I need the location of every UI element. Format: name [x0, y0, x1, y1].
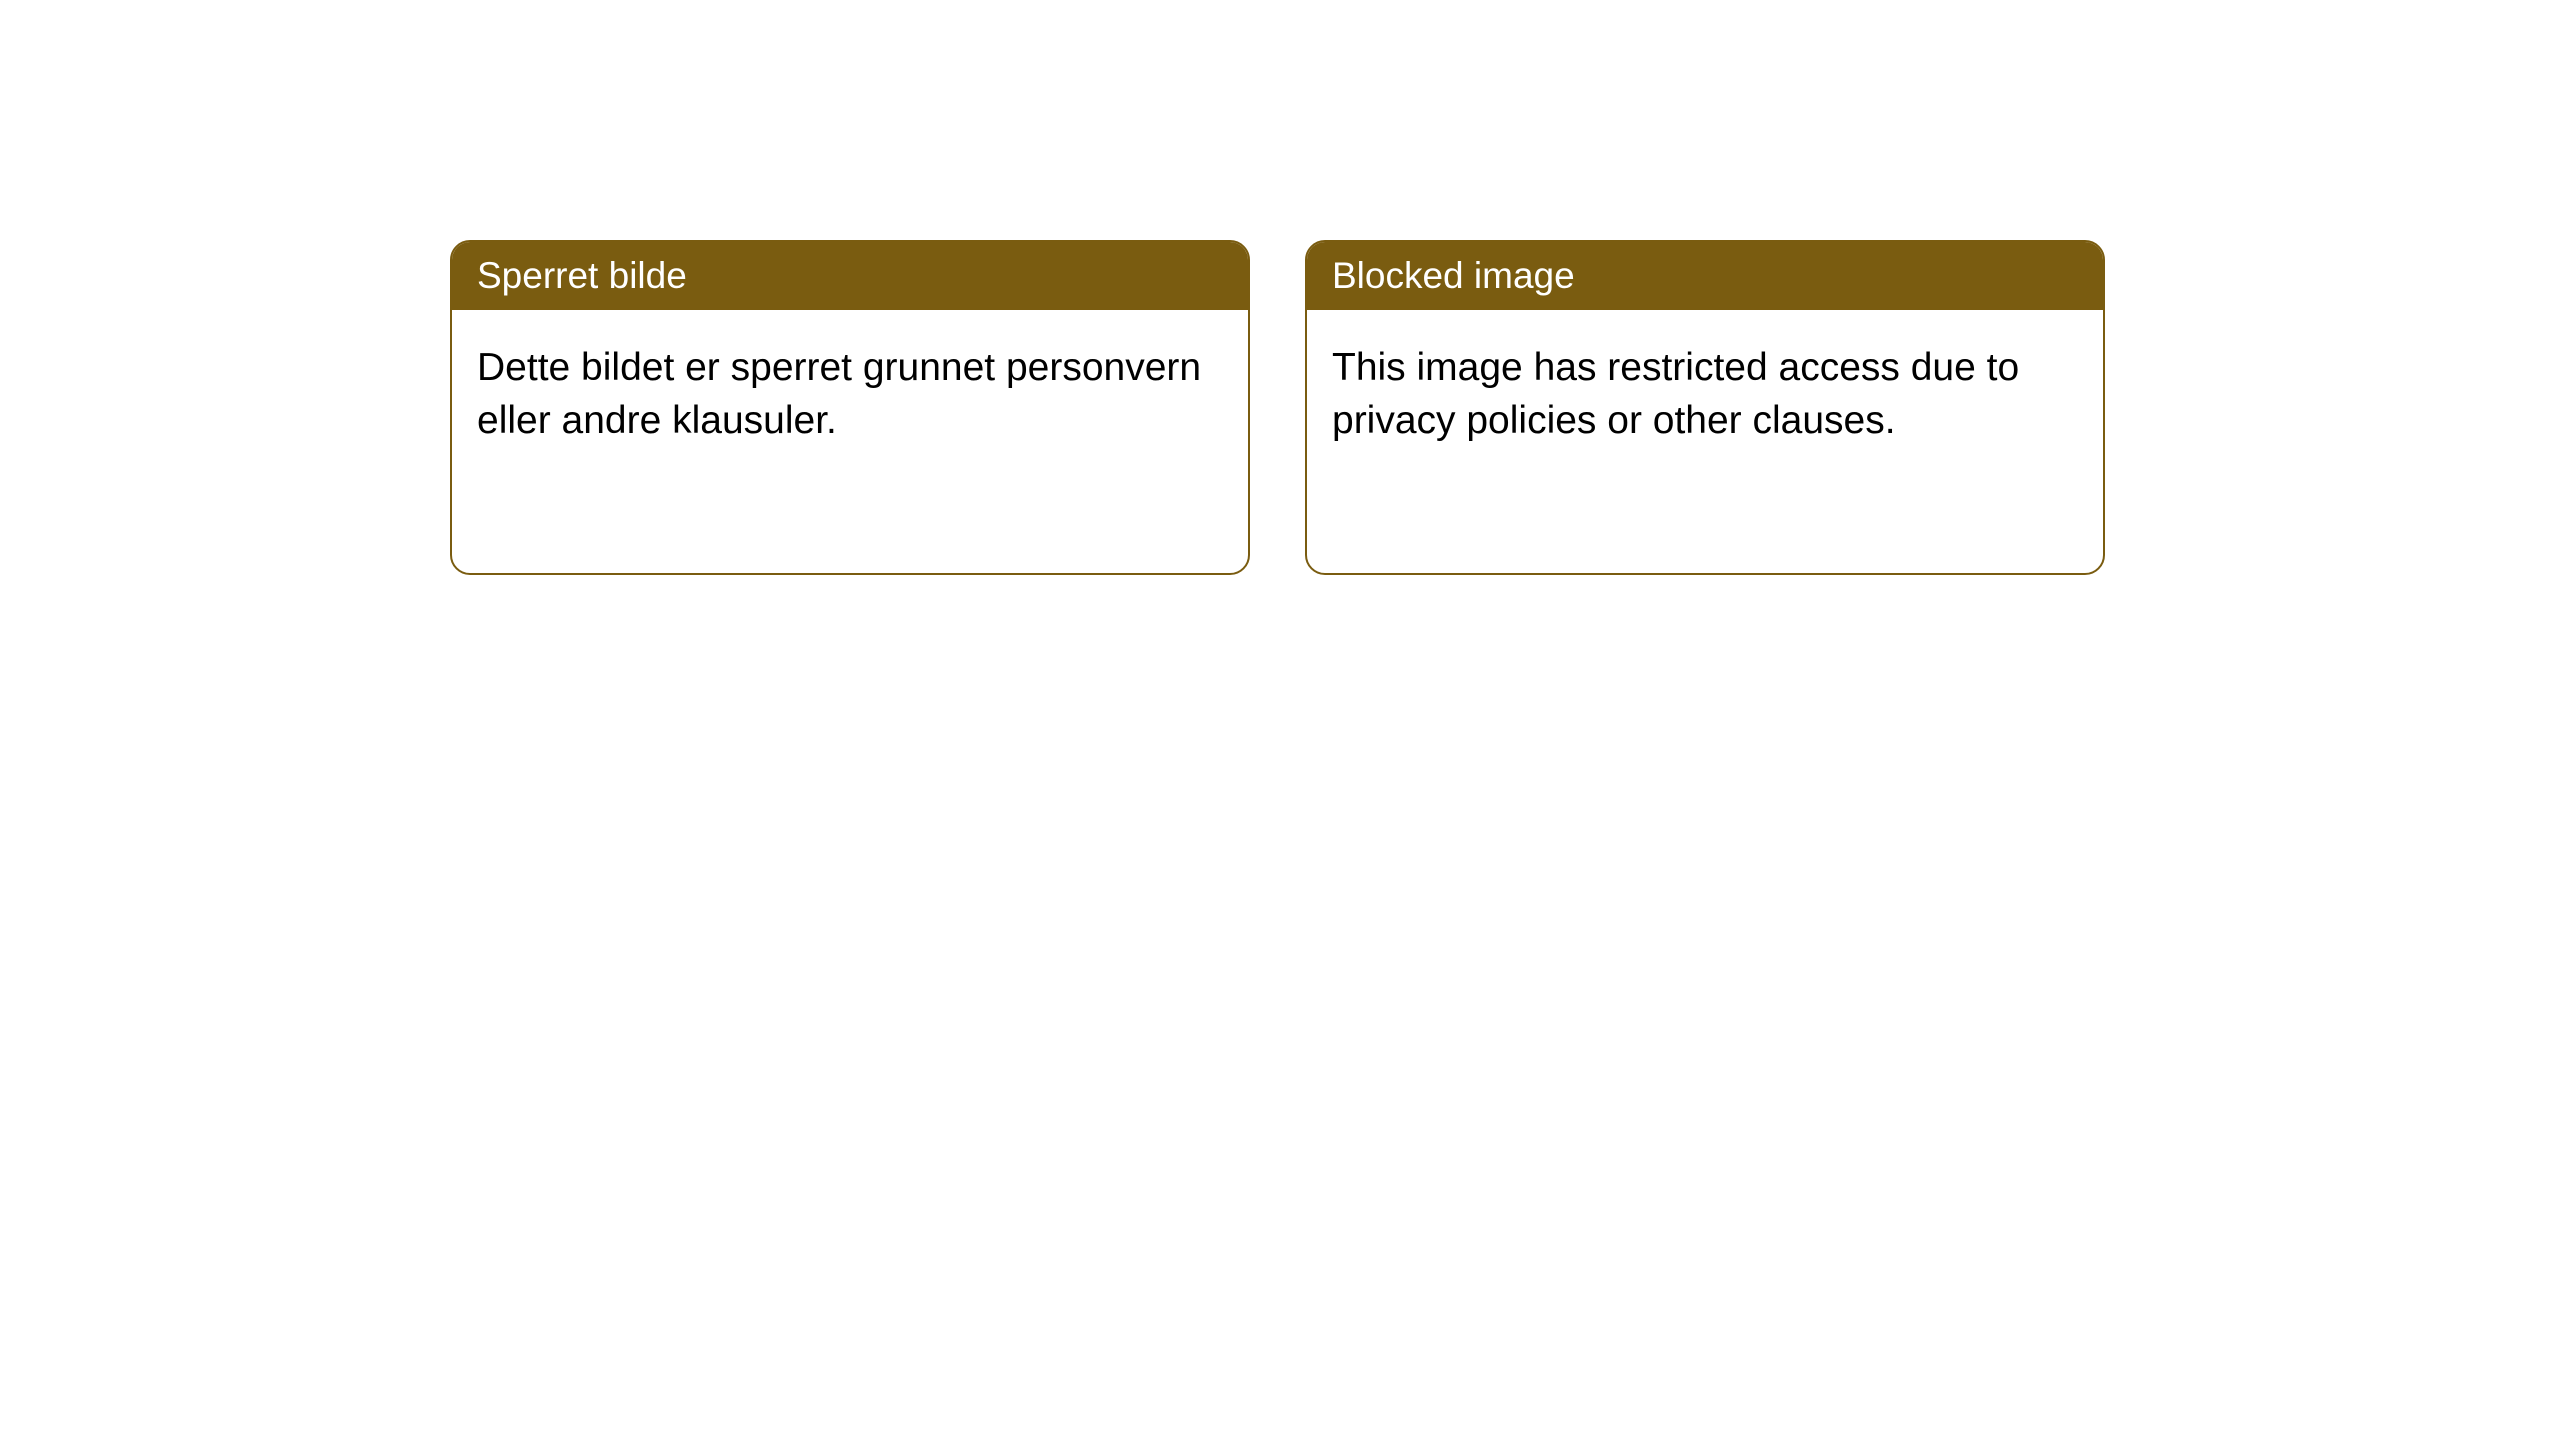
notice-box-norwegian: Sperret bilde Dette bildet er sperret gr… — [450, 240, 1250, 575]
notice-container: Sperret bilde Dette bildet er sperret gr… — [450, 240, 2105, 575]
notice-body: Dette bildet er sperret grunnet personve… — [452, 310, 1248, 479]
notice-header: Blocked image — [1307, 242, 2103, 310]
notice-header: Sperret bilde — [452, 242, 1248, 310]
notice-body: This image has restricted access due to … — [1307, 310, 2103, 479]
notice-box-english: Blocked image This image has restricted … — [1305, 240, 2105, 575]
